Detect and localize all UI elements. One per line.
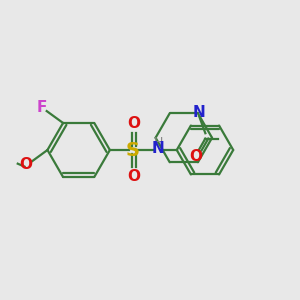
Text: F: F: [36, 100, 46, 115]
Text: N: N: [152, 141, 165, 156]
Text: O: O: [127, 169, 140, 184]
Text: H: H: [154, 136, 163, 149]
Text: O: O: [20, 158, 33, 172]
Text: O: O: [127, 116, 140, 131]
Text: S: S: [125, 140, 139, 160]
Text: O: O: [189, 149, 202, 164]
Text: N: N: [193, 105, 206, 120]
